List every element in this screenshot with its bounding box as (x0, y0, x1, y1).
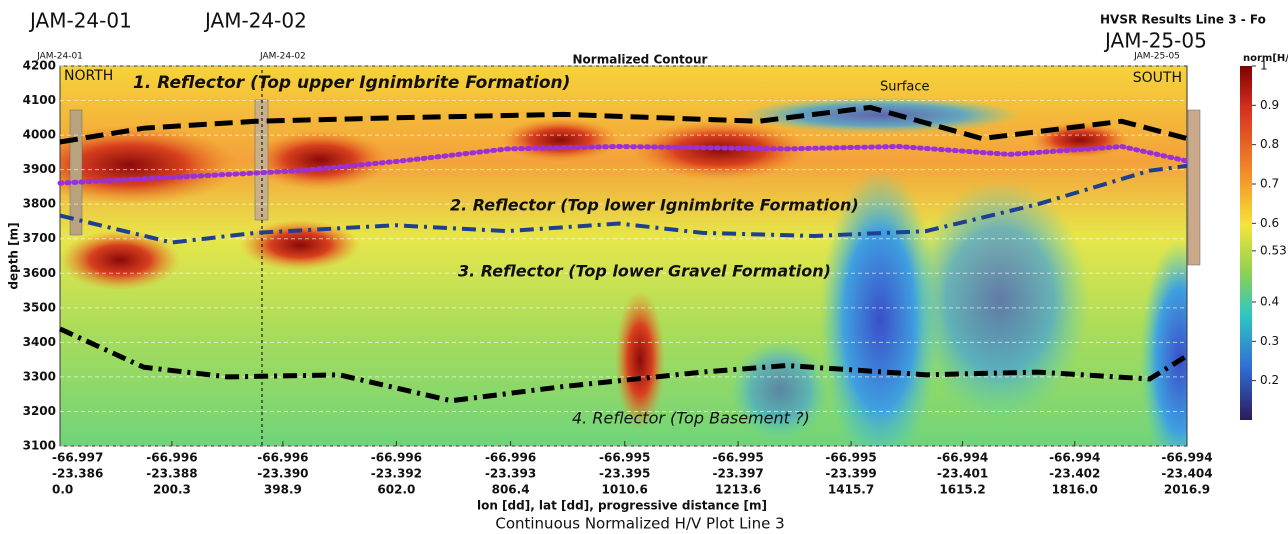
x-tick-lat: -23.386 (52, 467, 103, 481)
borehole-tag: JAM-24-01 (36, 52, 83, 62)
borehole-label: JAM-25-05 (1103, 29, 1207, 53)
x-tick-lat: -23.402 (1049, 467, 1100, 481)
colorbar-tick-label: 0.3 (1260, 334, 1279, 348)
x-tick-lon: -66.996 (257, 451, 308, 465)
reflector-label: 4. Reflector (Top Basement ?) (572, 409, 810, 428)
y-tick-label: 3900 (23, 162, 56, 176)
annotation: Surface (880, 80, 930, 95)
colorbar-tick-label: 0.53 (1260, 243, 1287, 257)
annotation: NORTH (64, 68, 113, 84)
x-tick-lat: -23.401 (937, 467, 988, 481)
colorbar-tick-label: 1 (1260, 59, 1268, 73)
x-tick-label: 2016.9 (1164, 483, 1210, 497)
borehole-tag: JAM-25-05 (1133, 52, 1180, 62)
y-tick-label: 3800 (23, 197, 56, 211)
colorbar-tick-label: 0.9 (1260, 98, 1279, 112)
colorbar-tick-label: 0.2 (1260, 373, 1279, 387)
x-tick-label: 602.0 (377, 483, 415, 497)
reflector-label: 1. Reflector (Top upper Ignimbrite Forma… (133, 73, 570, 93)
reflector-label: 2. Reflector (Top lower Ignimbrite Forma… (450, 196, 859, 215)
x-tick-lon: -66.994 (1161, 451, 1212, 465)
x-tick-label: 1213.6 (715, 483, 761, 497)
colorbar (1240, 66, 1252, 420)
x-tick-lat: -23.399 (825, 467, 876, 481)
chart-title: Normalized Contour (573, 53, 708, 67)
colorbar-tick-label: 0.8 (1260, 137, 1279, 151)
x-tick-label: 1615.2 (939, 483, 985, 497)
annotation: SOUTH (1133, 70, 1182, 86)
x-tick-lon: -66.996 (371, 451, 422, 465)
y-tick-label: 3500 (23, 300, 56, 314)
borehole-tag: JAM-24-02 (259, 52, 306, 62)
y-tick-label: 4100 (23, 93, 56, 107)
y-tick-label: 3300 (23, 369, 56, 383)
x-tick-lat: -23.393 (485, 467, 536, 481)
x-tick-lon: -66.997 (52, 451, 103, 465)
x-axis-label: lon [dd], lat [dd], progressive distance… (477, 499, 767, 513)
x-tick-lon: -66.996 (485, 451, 536, 465)
x-tick-lon: -66.994 (1049, 451, 1100, 465)
x-tick-lon: -66.995 (825, 451, 876, 465)
x-tick-lat: -23.404 (1161, 467, 1212, 481)
x-tick-lat: -23.397 (712, 467, 763, 481)
colorbar-tick-label: 0.7 (1260, 177, 1279, 191)
y-axis-label: depth [m] (7, 222, 21, 289)
figure: Normalized Contour HVSR Results Line 3 -… (0, 0, 1288, 534)
x-tick-lat: -23.395 (599, 467, 650, 481)
x-tick-lon: -66.995 (599, 451, 650, 465)
subtitle: HVSR Results Line 3 - Fo (1100, 13, 1266, 27)
x-tick-lat: -23.390 (257, 467, 308, 481)
x-tick-label: 1010.6 (602, 483, 648, 497)
borehole-label: JAM-24-02 (203, 9, 307, 33)
x-tick-label: 398.9 (264, 483, 302, 497)
caption: Continuous Normalized H/V Plot Line 3 (495, 515, 784, 533)
y-tick-label: 3100 (23, 439, 56, 453)
x-tick-label: 806.4 (492, 483, 530, 497)
y-tick-label: 3600 (23, 266, 56, 280)
x-tick-label: 200.3 (153, 483, 191, 497)
y-tick-label: 4000 (23, 128, 56, 142)
reflector-label: 3. Reflector (Top lower Gravel Formation… (458, 262, 831, 281)
x-tick-label: 0.0 (52, 483, 73, 497)
x-tick-label: 1415.7 (828, 483, 874, 497)
x-tick-label: 1816.0 (1052, 483, 1098, 497)
borehole-label: JAM-24-01 (28, 9, 132, 33)
colorbar-tick-label: 0.6 (1260, 216, 1279, 230)
x-tick-lat: -23.388 (146, 467, 197, 481)
y-tick-label: 3400 (23, 335, 56, 349)
x-tick-lat: -23.392 (371, 467, 422, 481)
y-tick-label: 3700 (23, 231, 56, 245)
y-tick-label: 3200 (23, 404, 56, 418)
x-tick-lon: -66.995 (712, 451, 763, 465)
colorbar-tick-label: 0.4 (1260, 295, 1279, 309)
x-tick-lon: -66.994 (937, 451, 988, 465)
x-tick-lon: -66.996 (146, 451, 197, 465)
